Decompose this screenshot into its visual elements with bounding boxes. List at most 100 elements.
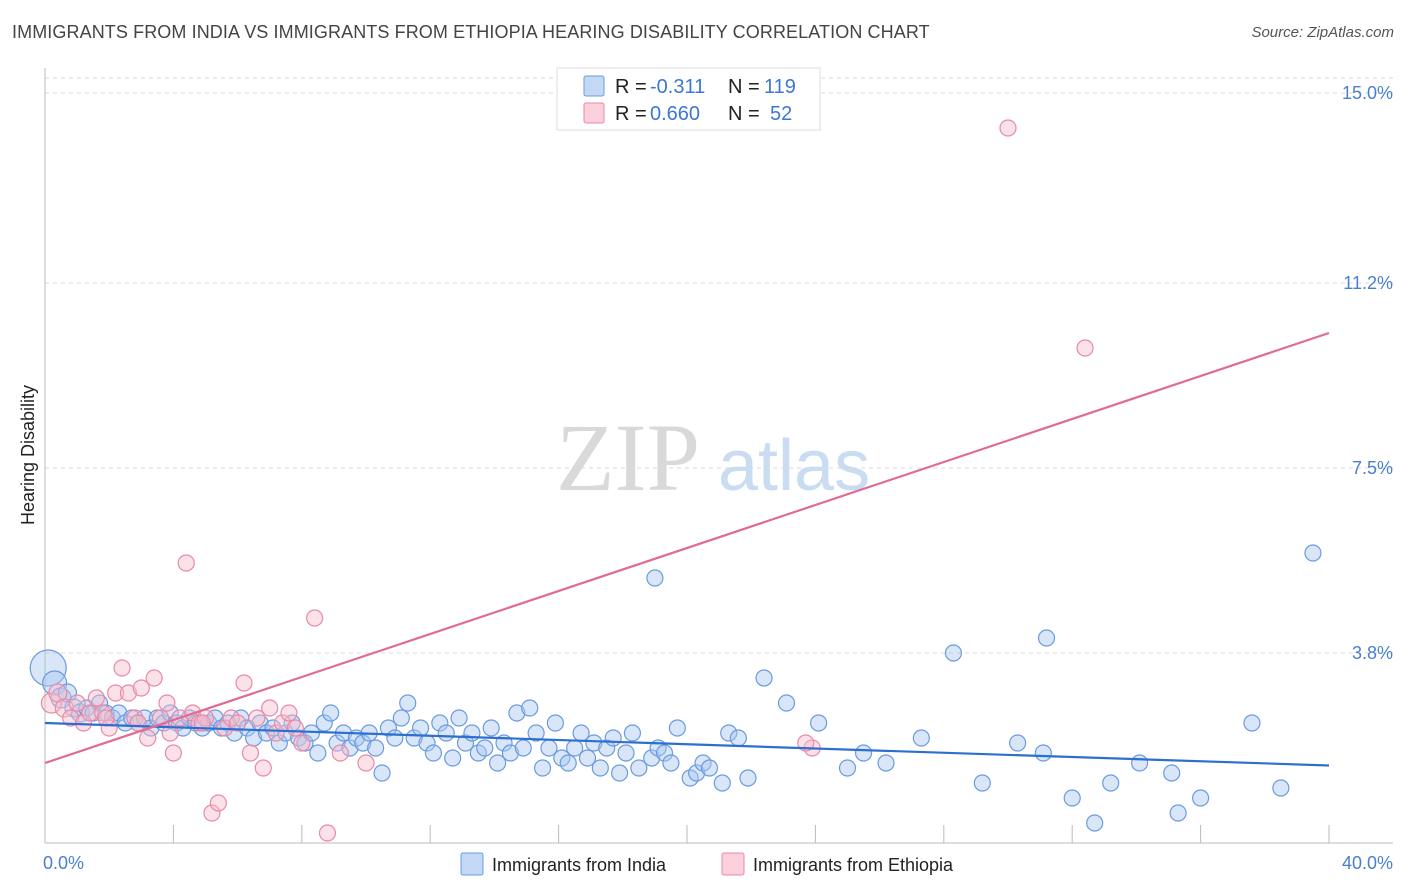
india-point xyxy=(585,734,603,752)
india-point xyxy=(1272,779,1290,797)
legend-series: Immigrants from India Immigrants from Et… xyxy=(460,852,954,876)
ethiopia-point xyxy=(293,734,311,752)
series-india-points xyxy=(29,544,1322,832)
legend-india-r-label: R = xyxy=(615,76,647,98)
ethiopia-point xyxy=(177,554,195,572)
india-point xyxy=(646,569,664,587)
ethiopia-point xyxy=(107,684,125,702)
legend-ethiopia-r-label: R = xyxy=(615,103,647,125)
ethiopia-point xyxy=(357,754,375,772)
ethiopia-point xyxy=(261,699,279,717)
ethiopia-point xyxy=(254,759,272,777)
legend-correlation: R = -0.311 N = 119 R = 0.660 N = 52 xyxy=(556,67,821,131)
y-tick-label: 11.2% xyxy=(1343,273,1393,293)
india-point xyxy=(42,670,68,696)
india-point xyxy=(264,719,282,737)
india-point xyxy=(729,729,747,747)
india-point xyxy=(1243,714,1261,732)
india-point xyxy=(527,724,545,742)
india-point xyxy=(854,744,873,762)
india-point xyxy=(720,724,738,742)
india-point xyxy=(1304,544,1322,562)
india-point xyxy=(1086,814,1104,832)
india-point xyxy=(713,774,731,792)
india-point xyxy=(315,714,333,732)
ethiopia-point xyxy=(87,689,105,707)
india-point xyxy=(623,724,642,742)
india-point xyxy=(1191,789,1210,807)
india-point xyxy=(521,699,539,717)
india-point xyxy=(399,694,417,712)
legend-bottom-india: Immigrants from India xyxy=(492,855,667,875)
india-point xyxy=(431,714,449,732)
legend-ethiopia-n-value: 52 xyxy=(770,103,792,125)
ethiopia-point xyxy=(999,119,1017,137)
watermark: ZIP atlas xyxy=(556,404,870,511)
india-point xyxy=(777,694,796,712)
legend-bottom-ethiopia: Immigrants from Ethiopia xyxy=(753,855,954,875)
india-point xyxy=(424,744,443,762)
india-point xyxy=(755,669,773,687)
india-point xyxy=(367,739,385,757)
india-point xyxy=(437,724,455,742)
ethiopia-point xyxy=(68,694,86,712)
india-point xyxy=(598,739,616,757)
ethiopia-point xyxy=(1076,339,1094,357)
india-point xyxy=(578,749,597,767)
ethiopia-point xyxy=(97,709,115,727)
india-point xyxy=(1034,744,1052,762)
india-point xyxy=(322,704,340,722)
ethiopia-point xyxy=(318,824,337,842)
chart-source: Source: ZipAtlas.com xyxy=(1251,24,1394,41)
india-point xyxy=(1063,789,1081,807)
ethiopia-point xyxy=(158,694,176,712)
india-point xyxy=(655,744,674,762)
india-point xyxy=(456,734,475,752)
ethiopia-point xyxy=(229,714,247,732)
watermark-zip: ZIP xyxy=(556,404,700,511)
y-tick-label: 15.0% xyxy=(1342,83,1393,103)
series-ethiopia-points xyxy=(40,119,1094,842)
ethiopia-point xyxy=(164,744,182,762)
india-point xyxy=(973,774,991,792)
ethiopia-point xyxy=(280,704,298,722)
legend-bottom-swatch-india xyxy=(460,852,484,876)
india-point xyxy=(354,734,372,752)
legend-swatch-india xyxy=(583,75,605,97)
legend-ethiopia-r-value: 0.660 xyxy=(650,103,700,125)
ethiopia-point xyxy=(132,679,150,697)
india-point xyxy=(482,719,500,737)
india-point xyxy=(1102,774,1120,792)
india-point xyxy=(219,714,237,732)
ethiopia-point xyxy=(139,729,157,747)
india-point xyxy=(270,734,288,752)
ethiopia-point xyxy=(40,692,63,714)
india-point xyxy=(546,714,564,732)
india-point xyxy=(309,744,327,762)
india-point xyxy=(700,759,719,777)
ethiopia-point xyxy=(306,609,324,627)
india-point xyxy=(944,644,963,662)
ethiopia-trend-line xyxy=(44,331,1330,765)
india-point xyxy=(411,719,430,737)
x-tick-labels: 0.0% 40.0% xyxy=(43,853,1393,873)
india-point xyxy=(476,739,494,757)
india-point xyxy=(1169,804,1187,822)
india-trend-line xyxy=(44,721,1330,767)
ethiopia-point xyxy=(235,674,253,692)
ethiopia-point xyxy=(145,669,163,687)
legend-bottom-swatch-ethiopia xyxy=(721,852,745,876)
india-point xyxy=(610,764,629,782)
chart-title: IMMIGRANTS FROM INDIA VS IMMIGRANTS FROM… xyxy=(12,22,930,42)
india-point xyxy=(277,724,295,742)
x-tick-label: 40.0% xyxy=(1342,853,1393,873)
ethiopia-point xyxy=(161,724,179,742)
ethiopia-point xyxy=(248,709,266,727)
india-point xyxy=(688,764,706,782)
india-point xyxy=(489,754,507,772)
india-point xyxy=(463,724,481,742)
trend-lines xyxy=(44,331,1330,767)
ethiopia-point xyxy=(62,709,80,727)
legend-india-n-label: N = xyxy=(728,76,760,98)
legend-india-r-value: -0.311 xyxy=(650,76,705,98)
